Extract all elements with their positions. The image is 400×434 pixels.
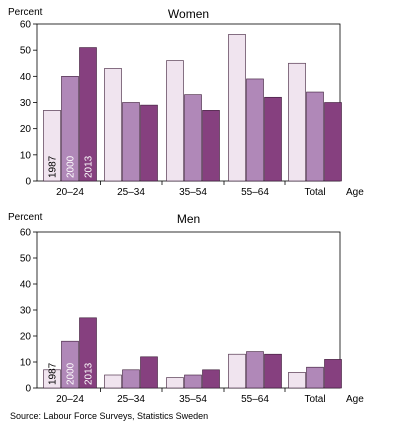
chart-2-category-label: 20–24 (56, 394, 84, 405)
chart-2-bar-2000-55–64 (246, 351, 264, 389)
chart-2-bar-2013-55–64 (264, 353, 282, 389)
chart-1-series-label-1987: 1987 (48, 155, 59, 178)
chart-1-ytick-label: 60 (20, 20, 32, 31)
chart-2-ytick-label: 50 (20, 254, 32, 265)
chart-1-category-label: Total (304, 187, 325, 198)
chart-1-bar-1987-25–34 (104, 68, 122, 182)
chart-2-bar-2000-20–24 (61, 340, 79, 389)
chart-2-category-label: 55–64 (241, 394, 269, 405)
chart-2-bar-2000-Total (306, 366, 324, 389)
chart-2-bar-1987-35–54 (166, 377, 184, 389)
chart-2-ytick-label: 0 (25, 384, 31, 395)
chart-1-bar-1987-20–24 (43, 110, 61, 182)
chart-1-category-label: 25–34 (117, 187, 145, 198)
chart-2-category-label: Total (304, 394, 325, 405)
chart-2-title: Men (177, 212, 200, 226)
chart-1-ytick-label: 20 (20, 124, 32, 135)
chart-1-bar-2013-20–24 (79, 47, 97, 182)
chart-2-bar-2013-25–34 (140, 356, 158, 389)
chart-1-bar-1987-Total (288, 62, 306, 182)
chart-2-ytick-label: 30 (20, 306, 32, 317)
chart-2-category-label: 35–54 (179, 394, 207, 405)
chart-1-bar-2000-20–24 (61, 76, 79, 182)
source-note: Source: Labour Force Surveys, Statistics… (10, 411, 209, 421)
chart-1-ylabel: Percent (8, 7, 43, 18)
chart-2-ylabel: Percent (8, 212, 43, 223)
chart-1-series-label-2013: 2013 (84, 155, 95, 178)
chart-1-ytick-label: 50 (20, 46, 32, 57)
chart-1-bar-2000-35–54 (184, 94, 202, 182)
chart-1-category-label: 35–54 (179, 187, 207, 198)
chart-1-bar-1987-55–64 (228, 34, 246, 182)
chart-1-category-label: 55–64 (241, 187, 269, 198)
chart-1-bar-2013-35–54 (202, 110, 220, 182)
chart-2-ytick-label: 40 (20, 280, 32, 291)
chart-1-bar-2013-Total (324, 102, 342, 182)
chart-2-ytick-label: 60 (20, 228, 32, 239)
chart-1-bar-2013-25–34 (140, 104, 158, 182)
chart-1-bar-2013-55–64 (264, 96, 282, 182)
chart-2-ytick-label: 10 (20, 358, 32, 369)
chart-1-title: Women (168, 7, 209, 21)
chart-2-bar-1987-20–24 (43, 369, 61, 389)
chart-1-ytick-label: 30 (20, 98, 32, 109)
chart-1-ytick-label: 10 (20, 150, 32, 161)
chart-2-bar-2013-35–54 (202, 369, 220, 389)
chart-2-xlabel: Age (346, 394, 364, 405)
chart-2-bar-2013-Total (324, 359, 342, 389)
chart-1-bar-1987-35–54 (166, 60, 184, 182)
chart-1-xlabel: Age (346, 187, 364, 198)
chart-2-bar-1987-25–34 (104, 374, 122, 389)
chart-2-bar-2013-20–24 (79, 317, 97, 389)
chart-1-ytick-label: 40 (20, 72, 32, 83)
chart-2-series-label-1987: 1987 (48, 362, 59, 385)
chart-2-bar-2000-35–54 (184, 374, 202, 389)
chart-2-bar-1987-Total (288, 372, 306, 389)
chart-2-bar-1987-55–64 (228, 353, 246, 389)
chart-2-bar-2000-25–34 (122, 369, 140, 389)
chart-1-bar-2000-55–64 (246, 78, 264, 182)
chart-1-series-label-2000: 2000 (66, 155, 77, 178)
chart-1-category-label: 20–24 (56, 187, 84, 198)
chart-2-ytick-label: 20 (20, 332, 32, 343)
chart-2-series-label-2013: 2013 (84, 362, 95, 385)
chart-2-category-label: 25–34 (117, 394, 145, 405)
chart-1-ytick-label: 0 (25, 177, 31, 188)
chart-1-bar-2000-25–34 (122, 102, 140, 182)
chart-1-bar-2000-Total (306, 91, 324, 182)
chart-2-series-label-2000: 2000 (66, 362, 77, 385)
